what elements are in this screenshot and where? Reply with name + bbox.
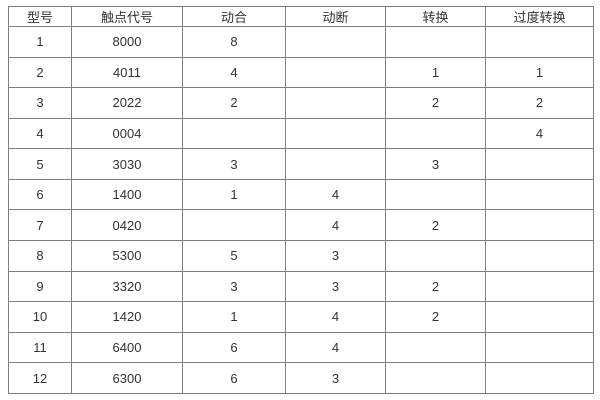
table-cell: 2 xyxy=(485,87,594,119)
table-cell xyxy=(485,209,594,242)
table-cell: 4 xyxy=(182,56,286,89)
table-cell: 4 xyxy=(485,117,594,150)
table-cell: 4 xyxy=(285,301,386,333)
column-header-3: 动断 xyxy=(285,6,386,27)
table-cell xyxy=(485,301,594,333)
table-row: 5 3030 3 3 xyxy=(8,148,594,180)
table-cell xyxy=(485,331,594,364)
model-number-cell: 5 xyxy=(8,148,72,180)
model-number-cell: 4 xyxy=(8,117,72,150)
table-row: 10 1420 1 4 2 xyxy=(8,301,594,333)
column-header-1: 触点代号 xyxy=(71,6,183,27)
model-number-cell: 6 xyxy=(8,178,72,211)
table-cell: 2022 xyxy=(71,87,183,119)
table-cell xyxy=(182,117,286,150)
table-cell: 2 xyxy=(385,209,486,242)
model-number-cell: 3 xyxy=(8,87,72,119)
table-cell xyxy=(385,362,486,394)
table-cell: 1 xyxy=(182,301,286,333)
table-cell xyxy=(285,26,386,58)
model-number-cell: 9 xyxy=(8,270,72,303)
table-cell xyxy=(385,26,486,58)
table-cell xyxy=(485,362,594,394)
column-header-5: 过度转换 xyxy=(485,6,594,27)
table-cell: 1420 xyxy=(71,301,183,333)
table-cell xyxy=(385,240,486,272)
table-row: 3 2022 2 2 2 xyxy=(8,87,594,119)
table-row: 2 4011 4 1 1 xyxy=(8,56,594,89)
data-table: 型号 触点代号 动合 动断 转换 过度转换 1 8000 8 2 4011 4 1 1 3 2022 2 2 2 4… xyxy=(8,6,594,394)
table-cell: 4 xyxy=(285,331,386,364)
model-number-cell: 1 xyxy=(8,26,72,58)
table-cell: 3 xyxy=(285,240,386,272)
model-number-cell: 7 xyxy=(8,209,72,242)
header-row: 型号 触点代号 动合 动断 转换 过度转换 xyxy=(8,6,594,27)
column-header-2: 动合 xyxy=(182,6,286,27)
table-cell: 2 xyxy=(385,301,486,333)
table-cell: 5 xyxy=(182,240,286,272)
table-cell: 8000 xyxy=(71,26,183,58)
table-cell: 2 xyxy=(182,87,286,119)
table-row: 4 0004 4 xyxy=(8,117,594,150)
table-row: 11 6400 6 4 xyxy=(8,331,594,364)
table-cell: 3 xyxy=(182,270,286,303)
table-cell: 3 xyxy=(385,148,486,180)
table-cell: 1 xyxy=(485,56,594,89)
model-number-cell: 2 xyxy=(8,56,72,89)
table-row: 9 3320 3 3 2 xyxy=(8,270,594,303)
model-number-cell: 12 xyxy=(8,362,72,394)
table-cell: 1 xyxy=(385,56,486,89)
table-cell: 3 xyxy=(182,148,286,180)
table-cell: 4 xyxy=(285,209,386,242)
table-cell: 0004 xyxy=(71,117,183,150)
table-cell: 2 xyxy=(385,270,486,303)
contact-code-table: 型号 触点代号 动合 动断 转换 过度转换 1 8000 8 2 4011 4 1 1 3 2022 2 2 2 4… xyxy=(8,6,594,394)
table-cell xyxy=(385,178,486,211)
table-row: 1 8000 8 xyxy=(8,26,594,58)
table-row: 8 5300 5 3 xyxy=(8,240,594,272)
table-cell: 6 xyxy=(182,331,286,364)
table-cell: 1400 xyxy=(71,178,183,211)
table-cell: 8 xyxy=(182,26,286,58)
table-cell xyxy=(385,117,486,150)
table-cell: 4011 xyxy=(71,56,183,89)
table-row: 12 6300 6 3 xyxy=(8,362,594,394)
table-cell xyxy=(485,178,594,211)
column-header-4: 转换 xyxy=(385,6,486,27)
table-cell: 3 xyxy=(285,270,386,303)
table-cell: 3 xyxy=(285,362,386,394)
table-cell xyxy=(285,56,386,89)
table-cell xyxy=(485,240,594,272)
table-cell xyxy=(485,148,594,180)
table-cell xyxy=(182,209,286,242)
model-number-cell: 10 xyxy=(8,301,72,333)
table-cell: 3320 xyxy=(71,270,183,303)
table-header: 型号 触点代号 动合 动断 转换 过度转换 xyxy=(8,6,594,27)
table-cell: 4 xyxy=(285,178,386,211)
table-cell xyxy=(285,148,386,180)
column-header-0: 型号 xyxy=(8,6,72,27)
table-cell xyxy=(285,117,386,150)
table-row: 7 0420 4 2 xyxy=(8,209,594,242)
table-cell: 6400 xyxy=(71,331,183,364)
table-body: 1 8000 8 2 4011 4 1 1 3 2022 2 2 2 4 0004 4 5 3030 3 3 6 1400… xyxy=(8,26,594,394)
model-number-cell: 11 xyxy=(8,331,72,364)
table-cell xyxy=(485,26,594,58)
table-cell: 5300 xyxy=(71,240,183,272)
table-cell: 6300 xyxy=(71,362,183,394)
table-row: 6 1400 1 4 xyxy=(8,178,594,211)
table-cell: 1 xyxy=(182,178,286,211)
table-cell: 6 xyxy=(182,362,286,394)
table-cell: 3030 xyxy=(71,148,183,180)
table-cell xyxy=(385,331,486,364)
table-cell: 2 xyxy=(385,87,486,119)
table-cell xyxy=(285,87,386,119)
table-cell xyxy=(485,270,594,303)
model-number-cell: 8 xyxy=(8,240,72,272)
table-cell: 0420 xyxy=(71,209,183,242)
